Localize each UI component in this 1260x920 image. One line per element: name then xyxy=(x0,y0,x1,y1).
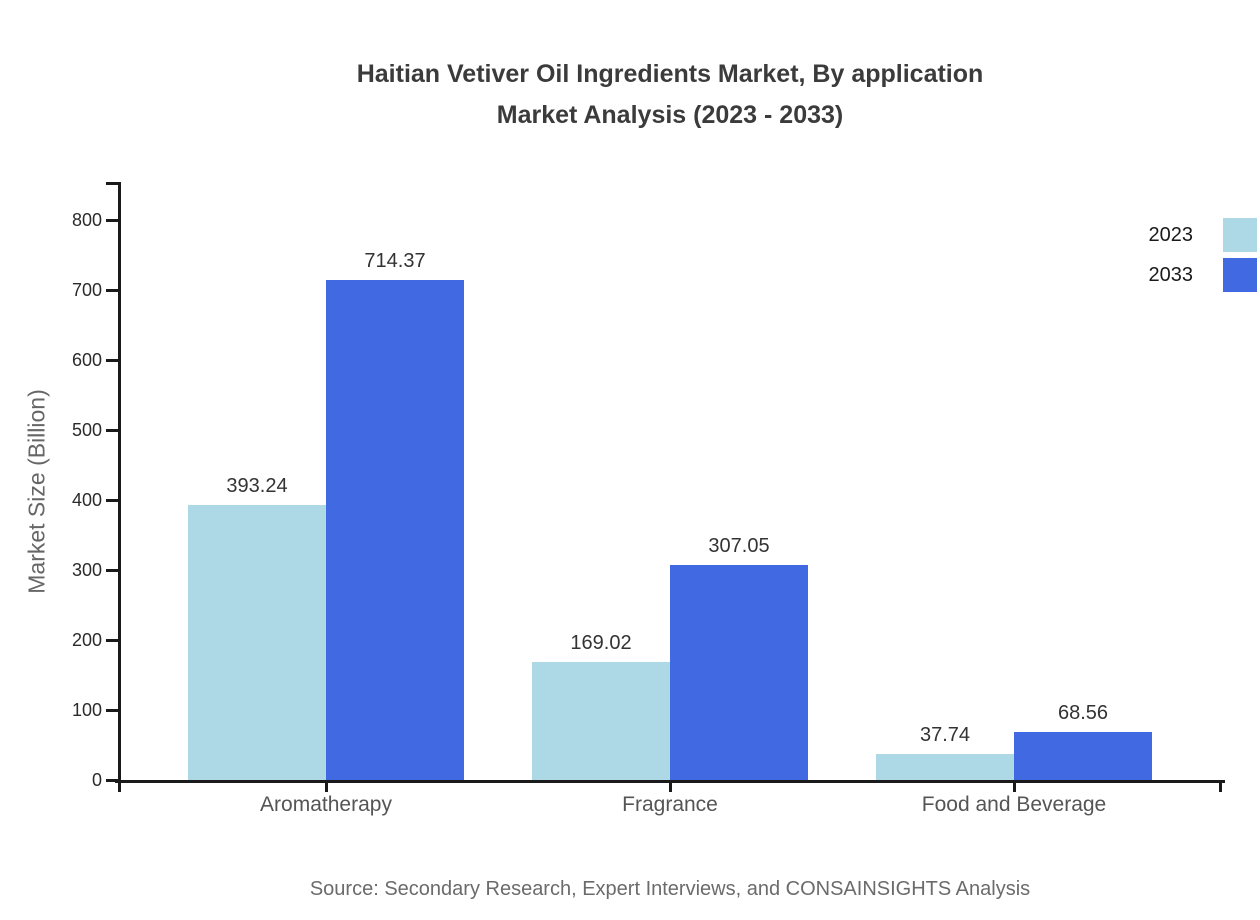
y-tick-label: 400 xyxy=(71,490,102,510)
bar-value-label: 169.02 xyxy=(570,632,632,654)
y-tick-label: 800 xyxy=(71,210,102,230)
y-tick-label: 700 xyxy=(71,280,102,300)
y-tick xyxy=(106,709,118,712)
y-tick-label: 200 xyxy=(71,630,102,650)
bar-value-label: 307.05 xyxy=(708,535,770,557)
legend-label-2023: 2023 xyxy=(1148,223,1194,246)
legend-swatch-2023 xyxy=(1223,218,1257,252)
bar-2023-aromatherapy xyxy=(188,505,326,780)
source-note: Source: Secondary Research, Expert Inter… xyxy=(309,878,1031,900)
y-tick-label: 600 xyxy=(71,350,102,370)
chart-title: Haitian Vetiver Oil Ingredients Market, … xyxy=(80,54,1260,136)
y-tick xyxy=(106,429,118,432)
bar-value-label: 68.56 xyxy=(1057,702,1109,724)
y-tick xyxy=(106,289,118,292)
y-tick xyxy=(106,569,118,572)
x-category-label: Aromatherapy xyxy=(260,793,392,816)
x-axis-end-cap xyxy=(1219,780,1222,792)
x-tick xyxy=(669,780,672,792)
y-tick xyxy=(106,499,118,502)
legend-item-2033: 2033 xyxy=(1148,258,1257,292)
legend: 2023 2033 xyxy=(1148,218,1257,298)
bar-2023-fragrance xyxy=(532,662,670,780)
y-tick-label: 100 xyxy=(71,700,102,720)
legend-swatch-2033 xyxy=(1223,258,1257,292)
x-tick xyxy=(1013,780,1016,792)
y-axis-line xyxy=(118,182,121,792)
bar-2033-aromatherapy xyxy=(326,280,464,780)
legend-item-2023: 2023 xyxy=(1148,218,1257,252)
y-tick-label: 0 xyxy=(91,770,102,790)
y-tick xyxy=(106,359,118,362)
bar-2033-fragrance xyxy=(670,565,808,780)
bar-2023-food-and-beverage xyxy=(876,754,1014,780)
x-category-label: Food and Beverage xyxy=(921,793,1107,816)
y-axis-top-cap xyxy=(106,182,118,185)
chart-title-line-2: Market Analysis (2023 - 2033) xyxy=(496,101,844,129)
y-tick xyxy=(106,219,118,222)
y-tick-label: 300 xyxy=(71,560,102,580)
x-category-label: Fragrance xyxy=(622,793,718,816)
legend-label-2033: 2033 xyxy=(1148,263,1194,286)
y-tick-label: 500 xyxy=(71,420,102,440)
bar-value-label: 393.24 xyxy=(226,475,288,497)
bar-2033-food-and-beverage xyxy=(1014,732,1152,780)
bar-value-label: 714.37 xyxy=(364,250,426,272)
y-tick xyxy=(106,779,118,782)
bar-value-label: 37.74 xyxy=(919,724,971,746)
chart-title-line-1: Haitian Vetiver Oil Ingredients Market, … xyxy=(356,60,984,88)
y-tick xyxy=(106,639,118,642)
x-tick xyxy=(325,780,328,792)
